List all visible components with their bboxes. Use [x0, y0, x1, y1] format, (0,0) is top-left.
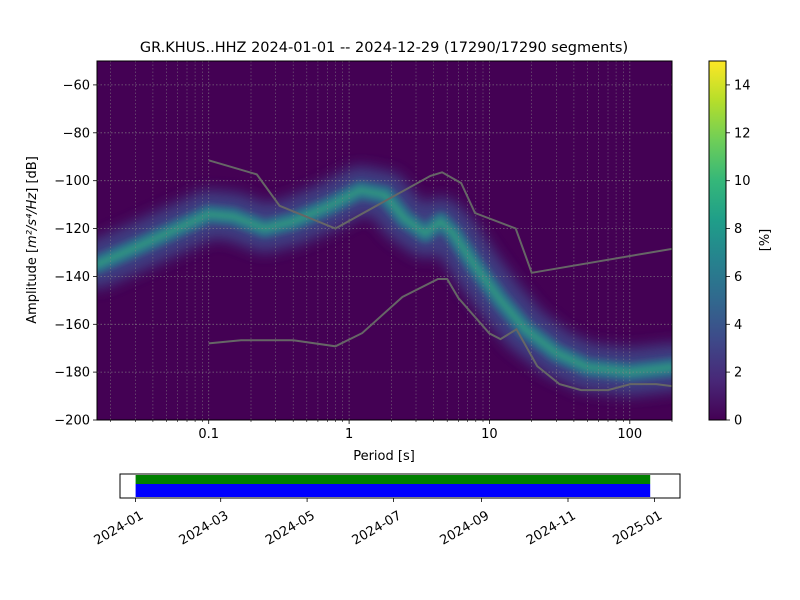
coverage-bar — [135, 484, 651, 497]
colorbar-tick-label: 14 — [734, 78, 751, 93]
y-axis-label: Amplitude [m²/s⁴/Hz] [dB] — [25, 156, 40, 324]
coverage-tick-label: 2025-01 — [611, 508, 666, 548]
coverage-bars — [135, 475, 651, 497]
coverage-frame — [119, 473, 681, 499]
grid-layer — [97, 61, 672, 420]
coverage-tick-label: 2024-01 — [92, 508, 147, 548]
noise-model-nhnm — [208, 159, 672, 274]
y-tick-label: −180 — [54, 366, 90, 381]
x-tick-label: 10 — [481, 427, 498, 442]
y-tick-label: −120 — [54, 222, 90, 237]
coverage-x-axis: 2024-01 2024-03 2024-05 2024-07 2024-09 2024-… — [92, 498, 665, 549]
coverage-panel: 2024-01 2024-03 2024-05 2024-07 2024-09 2024-… — [92, 473, 681, 549]
colorbar-tick-label: 10 — [734, 174, 751, 189]
coverage-tick-label: 2024-07 — [350, 508, 405, 548]
colorbar-tick-label: 4 — [734, 318, 742, 333]
colorbar-tick-label: 8 — [734, 222, 742, 237]
ppsd-plot: 0.1 1 10 100 −60 −80 −100 −120 −140 −160 −180 −200… — [25, 60, 673, 464]
y-tick-label: −80 — [63, 126, 90, 141]
colorbar-ticks: 0 2 4 6 8 10 12 14 — [726, 78, 751, 429]
noise-model-layer — [208, 159, 672, 392]
y-tick-label: −160 — [54, 318, 90, 333]
plot-frame — [96, 60, 673, 421]
density-layer — [97, 166, 672, 397]
noise-model-nlnm — [208, 278, 672, 392]
coverage-bar — [135, 475, 651, 484]
x-tick-label: 0.1 — [198, 427, 219, 442]
x-axis-label: Period [s] — [353, 449, 415, 464]
y-tick-label: −60 — [63, 78, 90, 93]
coverage-tick-label: 2024-09 — [438, 508, 493, 548]
chart-title: GR.KHUS..HHZ 2024-01-01 -- 2024-12-29 (1… — [140, 40, 628, 56]
coverage-tick-label: 2024-11 — [524, 508, 579, 548]
colorbar-tick-label: 12 — [734, 126, 751, 141]
y-tick-label: −200 — [54, 414, 90, 429]
density-mode — [97, 187, 672, 375]
colorbar-tick-label: 0 — [734, 414, 742, 429]
y-tick-label: −100 — [54, 174, 90, 189]
colorbar: 0 2 4 6 8 10 12 14 [%] — [708, 60, 773, 429]
x-tick-label: 1 — [345, 427, 353, 442]
coverage-tick-label: 2024-05 — [263, 508, 318, 548]
colorbar-label: [%] — [758, 229, 773, 252]
colorbar-tick-label: 6 — [734, 270, 742, 285]
y-axis: −60 −80 −100 −120 −140 −160 −180 −200 — [54, 78, 97, 429]
x-tick-label: 100 — [617, 427, 642, 442]
colorbar-tick-label: 2 — [734, 366, 742, 381]
colorbar-gradient — [708, 60, 727, 421]
x-axis: 0.1 1 10 100 — [110, 420, 673, 442]
y-tick-label: −140 — [54, 270, 90, 285]
coverage-tick-label: 2024-03 — [177, 508, 232, 548]
